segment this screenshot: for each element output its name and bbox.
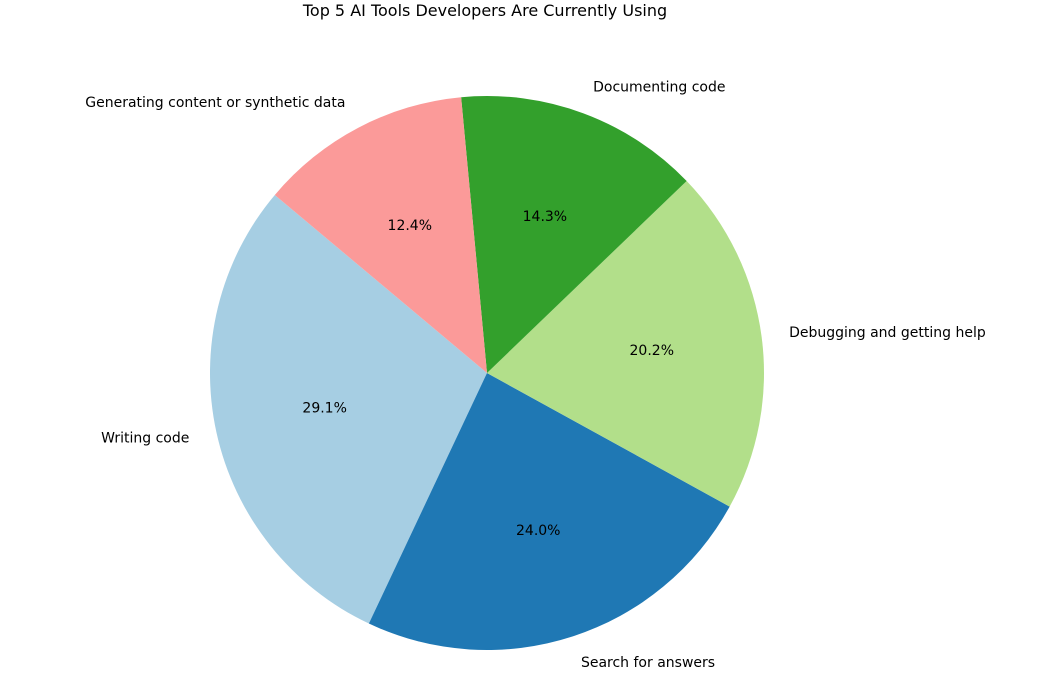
pie-slice-debugging-and-getting-help (487, 180, 764, 507)
slice-percent-debugging-and-getting-help: 20.2% (630, 343, 674, 359)
slice-label-generating-content-or-synthetic-data: Generating content or synthetic data (85, 95, 345, 111)
pie-slice-writing-code (210, 194, 488, 624)
slice-percent-documenting-code: 14.3% (523, 209, 567, 225)
slice-label-debugging-and-getting-help: Debugging and getting help (789, 325, 986, 341)
pie-slice-search-for-answers (368, 373, 730, 650)
pie-slice-documenting-code (461, 96, 687, 374)
pie-slice-generating-content-or-synthetic-data (274, 97, 487, 373)
slice-label-search-for-answers: Search for answers (581, 655, 715, 671)
chart-title: Top 5 AI Tools Developers Are Currently … (302, 1, 667, 20)
slice-percent-search-for-answers: 24.0% (516, 523, 560, 539)
slice-label-writing-code: Writing code (101, 430, 189, 446)
pie-labels: Writing code 29.1% Search for answers 24.0%… (85, 79, 986, 670)
slice-percent-writing-code: 29.1% (302, 401, 346, 417)
slice-percent-generating-content-or-synthetic-data: 12.4% (388, 218, 432, 234)
slice-label-documenting-code: Documenting code (593, 79, 725, 95)
pie-slices (210, 96, 764, 650)
